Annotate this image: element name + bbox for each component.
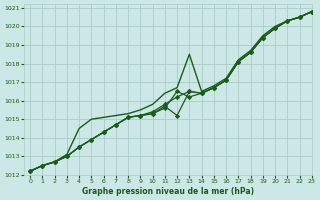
X-axis label: Graphe pression niveau de la mer (hPa): Graphe pression niveau de la mer (hPa) (82, 187, 254, 196)
